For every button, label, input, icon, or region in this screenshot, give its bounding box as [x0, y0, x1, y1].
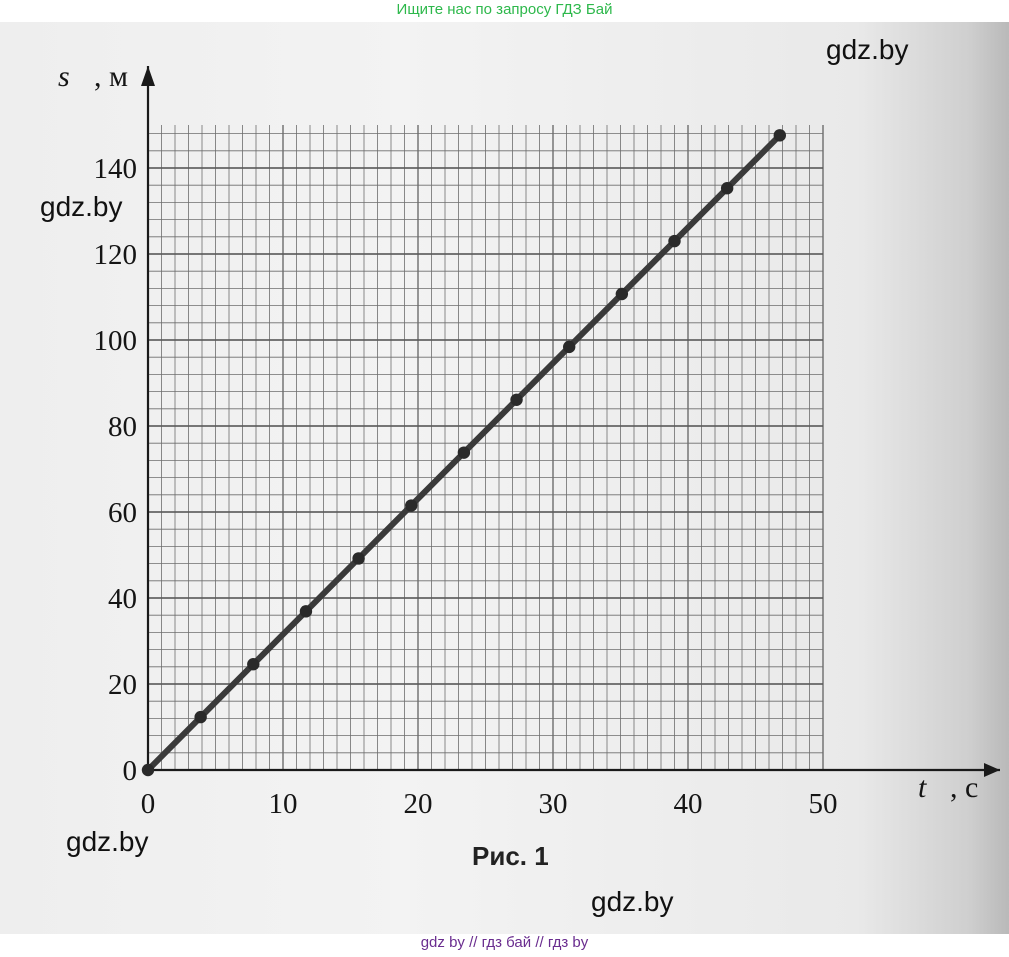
y-tick-label: 80	[108, 411, 137, 443]
data-point	[405, 499, 418, 512]
chart-grid	[148, 125, 824, 770]
data-point	[352, 552, 365, 565]
data-point	[194, 710, 207, 724]
chart-axes	[141, 66, 1000, 777]
y-tick-label: 140	[94, 153, 138, 185]
x-axis-label: t	[918, 771, 927, 804]
data-point	[615, 287, 629, 301]
y-tick-label: 100	[94, 325, 138, 357]
x-tick-label: 50	[809, 788, 838, 820]
data-point	[563, 340, 576, 354]
watermark: gdz.by	[591, 886, 674, 917]
y-tick-label: 20	[108, 669, 137, 701]
data-point	[299, 605, 313, 618]
x-tick-label: 10	[269, 788, 298, 820]
chart-series	[141, 129, 786, 777]
y-axis-unit: , м	[94, 60, 128, 93]
data-point	[141, 763, 155, 777]
watermark: gdz.by	[40, 191, 123, 222]
y-axis-arrow	[141, 66, 155, 86]
x-tick-label: 0	[141, 788, 156, 820]
y-tick-label: 120	[94, 239, 138, 271]
data-point	[720, 182, 734, 195]
y-tick-label: 40	[108, 583, 137, 615]
data-point	[668, 234, 681, 248]
data-point	[510, 393, 523, 406]
y-axis-label: s	[58, 60, 70, 93]
x-tick-label: 20	[404, 788, 433, 820]
data-point	[247, 658, 260, 671]
y-tick-label: 0	[123, 755, 138, 787]
x-tick-label: 40	[674, 788, 703, 820]
data-point	[457, 446, 471, 459]
x-tick-label: 30	[539, 788, 568, 820]
y-tick-label: 60	[108, 497, 137, 529]
bottom-banner: gdz by // гдз бай // гдз by	[420, 934, 589, 951]
data-point	[773, 129, 786, 142]
watermark: gdz.by	[826, 34, 909, 65]
x-axis-unit: , с	[950, 771, 978, 804]
chart-tick-labels: 0 10 20 30 40 50 0 20 40 60 80 100 120 140	[94, 153, 838, 820]
x-axis-arrow	[984, 763, 1000, 777]
watermark: gdz.by	[66, 826, 149, 857]
top-banner: Ищите нас по запросу ГДЗ Бай	[396, 1, 613, 18]
figure-caption: Рис. 1	[472, 841, 549, 871]
